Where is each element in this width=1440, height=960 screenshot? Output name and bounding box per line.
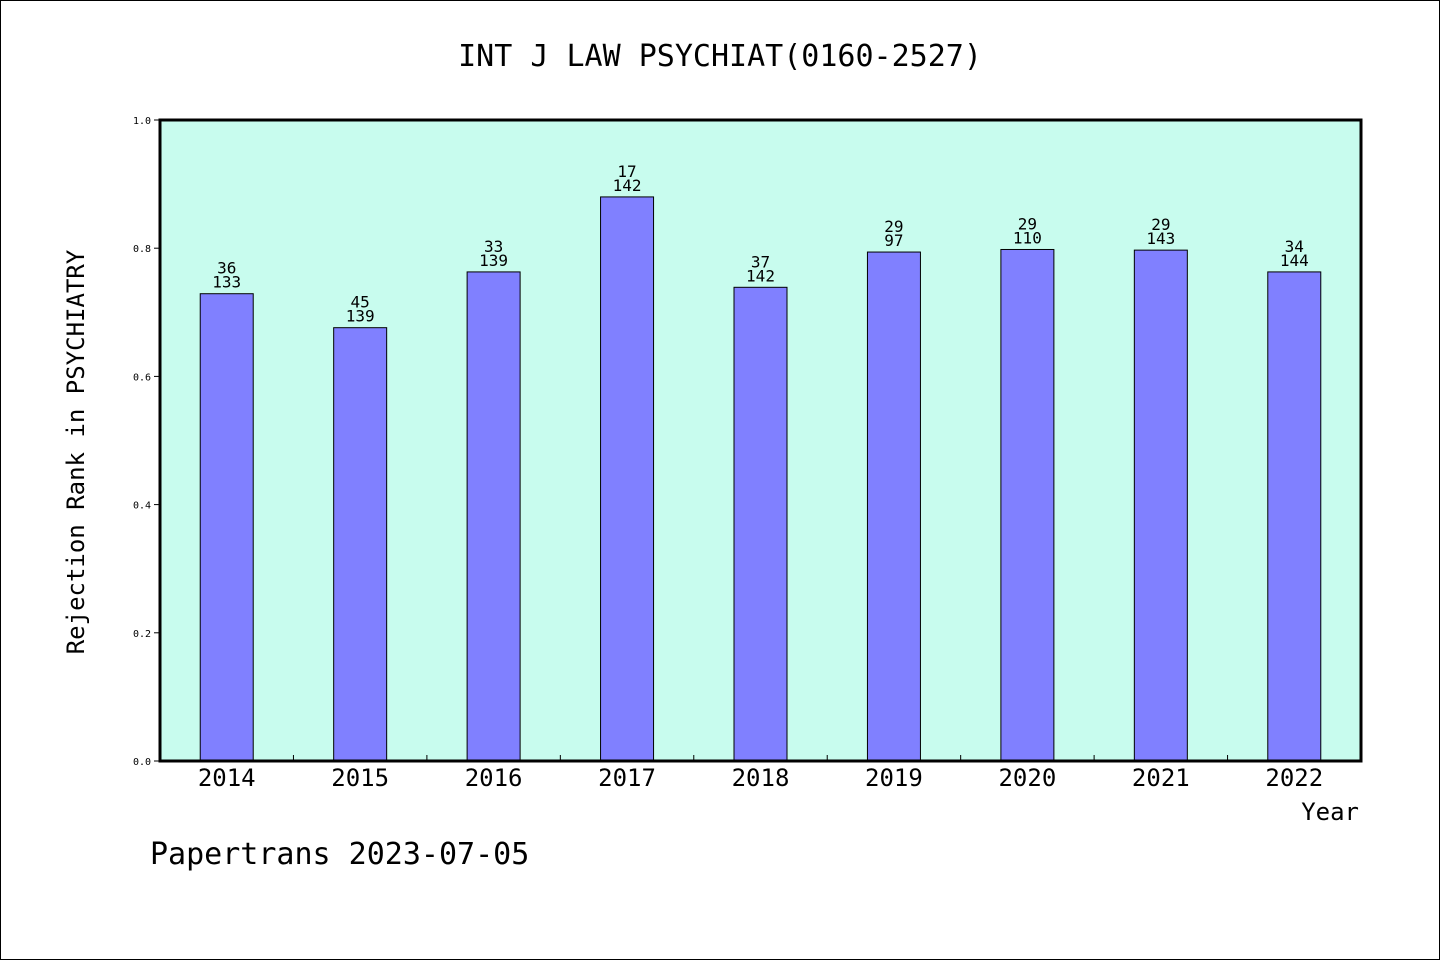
x-axis-label: Year (1301, 798, 1359, 826)
bar-label-2015-line1: 45 (351, 293, 370, 312)
x-tick-label-2022: 2022 (1265, 764, 1323, 792)
y-tick-label-0.6: 0.6 (133, 372, 151, 383)
x-tick-label-2018: 2018 (732, 764, 790, 792)
bar-label-2020-line2: 110 (1013, 228, 1042, 247)
bar-label-2019-line1: 29 (884, 217, 903, 236)
bar-2021 (1133, 249, 1188, 762)
bar-label-2018-line2: 142 (746, 266, 775, 285)
bar-2016 (466, 271, 521, 762)
x-tick-label-2020: 2020 (998, 764, 1056, 792)
bars-group (199, 196, 1322, 762)
bar-label-2019-line2: 97 (884, 231, 903, 250)
bar-2020 (1000, 248, 1055, 762)
bar-label-2015-line2: 139 (346, 307, 375, 326)
x-tick-label-2014: 2014 (198, 764, 256, 792)
footer-text: Papertrans 2023-07-05 (150, 837, 529, 872)
bar-label-2016-line2: 139 (479, 251, 508, 270)
y-tick-label-0.8: 0.8 (133, 244, 151, 255)
x-axis-ticks: 2014 2015 2016 2017 2018 2019 2020 2021 2022 (198, 755, 1323, 792)
y-tick-label-1.0: 1.0 (133, 116, 151, 127)
plot-frame (158, 118, 1363, 763)
bar-2018 (733, 286, 788, 762)
bar-2022 (1267, 271, 1322, 762)
bar-label-2017-line2: 142 (613, 176, 642, 195)
y-axis-label: Rejection Rank in PSYCHIATRY (62, 249, 90, 654)
bar-2014 (199, 293, 254, 762)
bar-label-2018-line1: 37 (751, 252, 770, 271)
bar-label-2014-line2: 133 (212, 273, 241, 292)
x-tick-label-2016: 2016 (465, 764, 523, 792)
bar-label-2020-line1: 29 (1018, 214, 1037, 233)
x-tick-label-2017: 2017 (598, 764, 656, 792)
bar-2019 (866, 251, 921, 762)
bar-label-2022-line2: 144 (1280, 251, 1309, 270)
y-tick-label-0.4: 0.4 (133, 501, 151, 512)
bar-label-2017-line1: 17 (617, 162, 636, 181)
bar-label-2021-line2: 143 (1146, 229, 1175, 248)
y-tick-label-0.0: 0.0 (133, 757, 151, 768)
bar-label-2021-line1: 29 (1151, 215, 1170, 234)
x-tick-label-2021: 2021 (1132, 764, 1190, 792)
bar-2015 (333, 327, 388, 762)
bar-2017 (600, 196, 655, 762)
x-tick-label-2019: 2019 (865, 764, 923, 792)
bar-label-2014-line1: 36 (217, 259, 236, 278)
x-tick-label-2015: 2015 (331, 764, 389, 792)
bar-label-2022-line1: 34 (1285, 237, 1304, 256)
chart-title: INT J LAW PSYCHIAT(0160-2527) (458, 39, 982, 74)
bar-label-2016-line1: 33 (484, 237, 503, 256)
y-tick-label-0.2: 0.2 (133, 629, 151, 640)
